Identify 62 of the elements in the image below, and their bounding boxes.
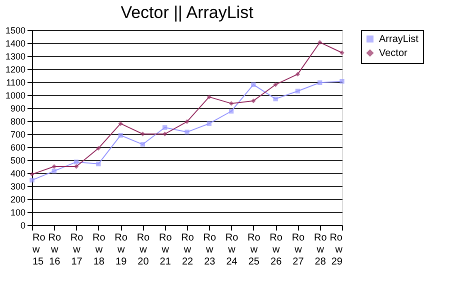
point bbox=[295, 72, 300, 77]
point bbox=[206, 121, 212, 126]
chart-title: Vector || ArrayList bbox=[120, 3, 254, 22]
point bbox=[74, 160, 79, 164]
point bbox=[96, 146, 101, 151]
y-tick-label: 1300 bbox=[5, 52, 26, 62]
point bbox=[118, 121, 123, 126]
point bbox=[340, 79, 344, 84]
point bbox=[251, 82, 256, 87]
x-tick-label: Row 22 bbox=[181, 232, 194, 268]
point bbox=[251, 98, 256, 104]
x-tick-label: Row 26 bbox=[270, 232, 283, 268]
x-tick-label: Row 15 bbox=[32, 232, 46, 268]
y-tick-label: 500 bbox=[10, 156, 26, 166]
y-tick-label: 300 bbox=[10, 182, 26, 192]
point bbox=[162, 132, 168, 136]
y-tick-label: 200 bbox=[10, 194, 26, 204]
x-tick-label: Row 17 bbox=[70, 232, 84, 268]
legend-label: ArrayList bbox=[379, 34, 419, 45]
point bbox=[228, 108, 234, 114]
x-tick-label: Row 23 bbox=[203, 232, 216, 268]
y-tick-label: 100 bbox=[10, 208, 26, 218]
point bbox=[52, 168, 56, 174]
point bbox=[318, 80, 322, 85]
point bbox=[52, 164, 56, 169]
point bbox=[273, 82, 278, 87]
x-tick-label: Row 20 bbox=[136, 232, 150, 268]
y-tick-label: 0 bbox=[20, 220, 26, 230]
y-tick-label: 1000 bbox=[5, 90, 26, 100]
x-tick-label: Row 19 bbox=[114, 232, 128, 268]
x-tick-label: Row 28 bbox=[314, 232, 328, 268]
point bbox=[30, 178, 34, 182]
x-tick-label: Row 24 bbox=[225, 232, 239, 268]
y-tick-label: 400 bbox=[10, 168, 26, 178]
point bbox=[206, 94, 212, 100]
point bbox=[228, 101, 234, 106]
y-tick-label: 700 bbox=[10, 130, 26, 140]
y-tick-label: 1400 bbox=[5, 38, 26, 48]
point bbox=[30, 172, 34, 177]
x-tick-label: Row 18 bbox=[92, 232, 106, 268]
legend-label: Vector bbox=[379, 48, 408, 59]
point bbox=[96, 162, 101, 166]
y-tick-label: 900 bbox=[10, 104, 26, 114]
point bbox=[340, 50, 344, 56]
y-tick-label: 1200 bbox=[5, 64, 26, 74]
x-tick-label: Row 27 bbox=[292, 232, 306, 268]
x-tick-label: Row 16 bbox=[48, 232, 62, 268]
x-tick-label: Row 29 bbox=[330, 232, 344, 268]
point bbox=[295, 88, 300, 94]
y-tick-label: 1100 bbox=[6, 78, 26, 88]
point bbox=[184, 130, 190, 134]
point bbox=[318, 40, 322, 45]
point bbox=[118, 132, 123, 138]
y-tick-label: 800 bbox=[10, 116, 26, 126]
x-tick-label: Row 21 bbox=[158, 232, 172, 268]
y-tick-label: 1500 bbox=[5, 26, 26, 36]
point bbox=[140, 142, 146, 147]
x-tick-label: Row 25 bbox=[248, 232, 261, 268]
y-tick-label: 600 bbox=[10, 142, 26, 152]
point bbox=[184, 119, 190, 124]
point bbox=[273, 96, 278, 102]
point bbox=[162, 125, 168, 130]
